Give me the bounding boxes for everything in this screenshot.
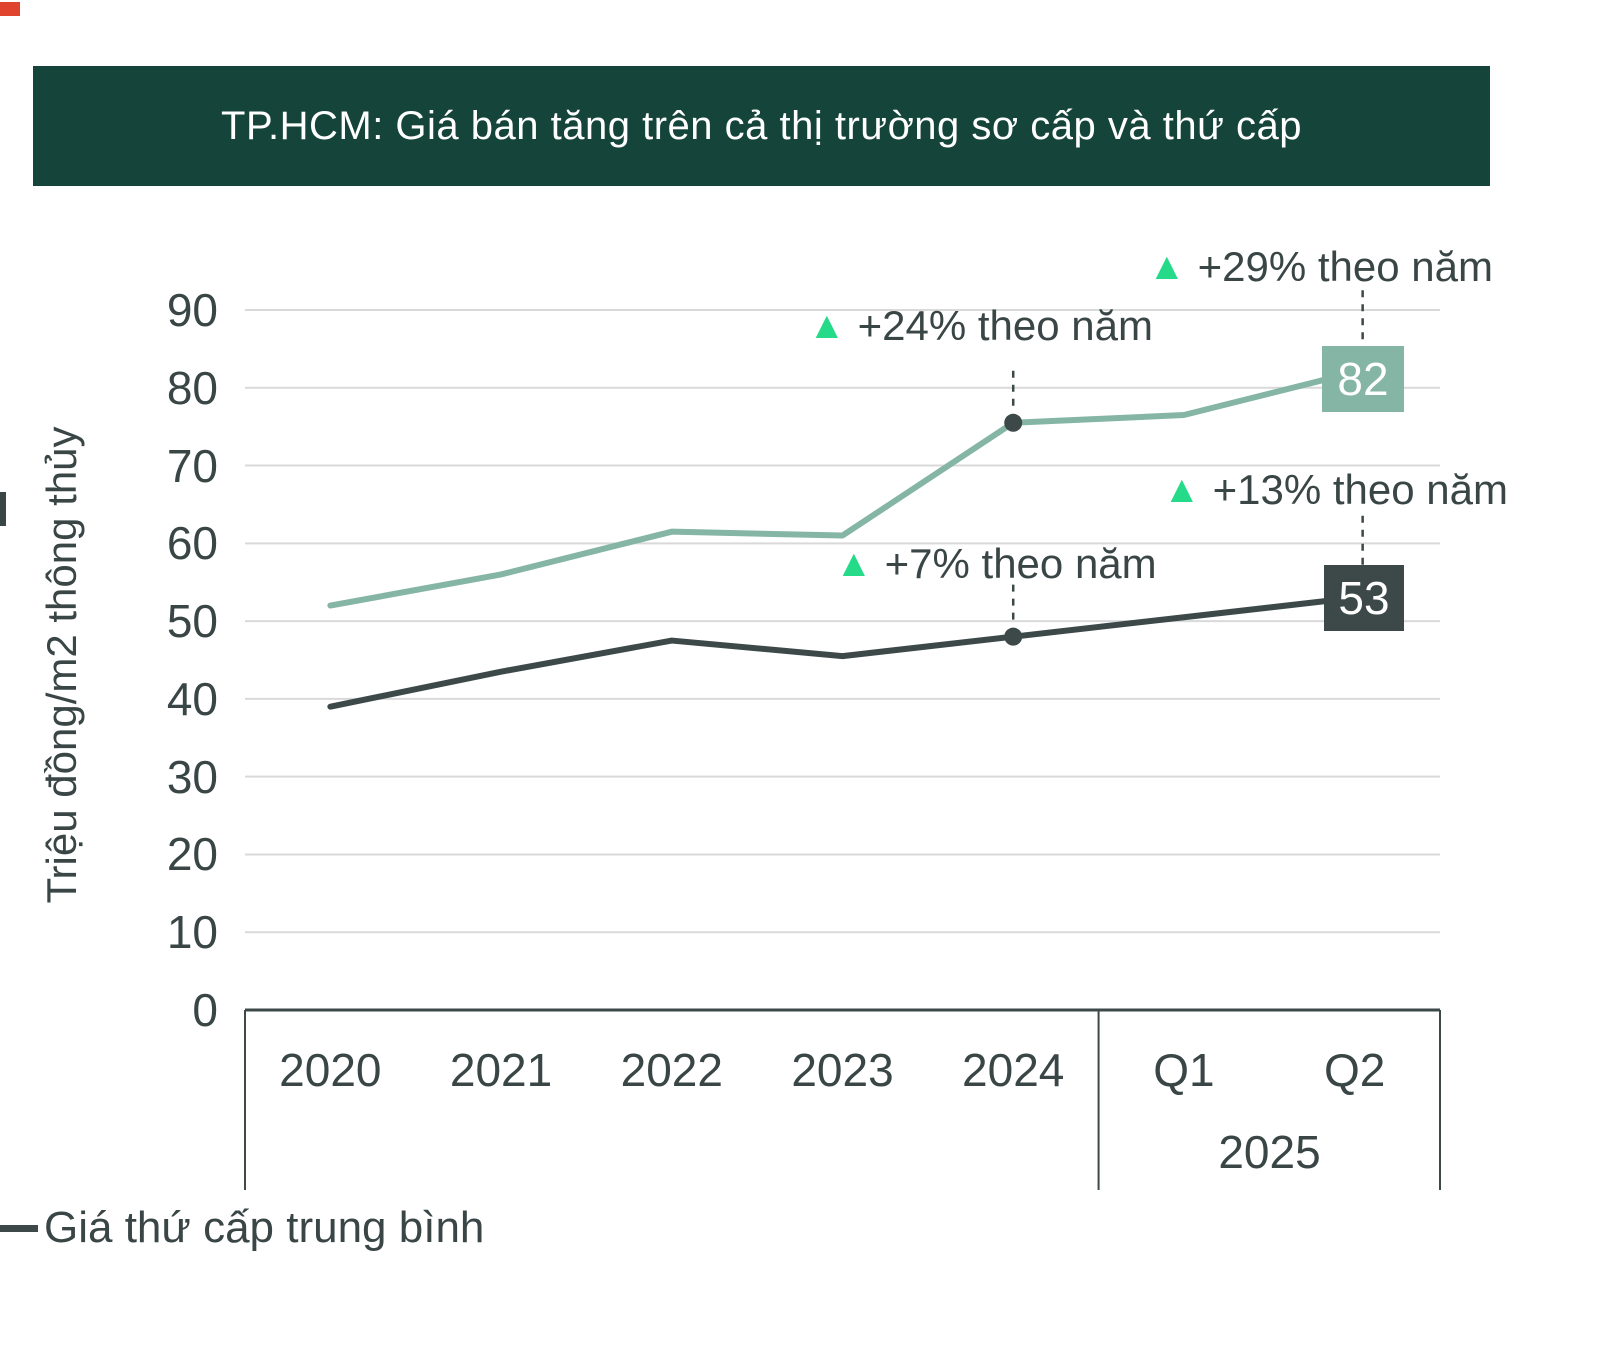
y-tick-label: 40 — [166, 672, 218, 725]
y-tick-label: 80 — [166, 361, 218, 414]
cropped-edge-artifact — [0, 492, 6, 526]
end-value-box-secondary: 53 — [1324, 565, 1404, 631]
annotation-text: +7% theo năm — [884, 540, 1157, 587]
up-triangle-icon: ▲ — [808, 305, 846, 347]
up-triangle-icon: ▲ — [1148, 246, 1186, 288]
end-value-box-primary: 82 — [1322, 346, 1404, 412]
x-axis-group-label: 2025 — [1218, 1126, 1321, 1178]
annotation-primary-q2-2025: ▲ +29% theo năm — [1148, 243, 1493, 291]
y-tick-label: 0 — [192, 984, 218, 1036]
annotation-text: +24% theo năm — [857, 302, 1153, 349]
legend-line-swatch — [0, 1224, 38, 1232]
data-point-dot — [1004, 627, 1023, 646]
x-tick-label: 2023 — [791, 1044, 894, 1096]
annotation-secondary-q2-2025: ▲ +13% theo năm — [1163, 466, 1508, 514]
y-tick-label: 90 — [166, 284, 218, 336]
annotation-secondary-2024: ▲ +7% theo năm — [835, 540, 1157, 588]
annotation-text: +29% theo năm — [1197, 243, 1493, 290]
legend: Giá thứ cấp trung bình — [0, 1198, 484, 1258]
y-tick-label: 70 — [166, 439, 218, 492]
data-point-dot — [1004, 413, 1023, 432]
annotation-text: +13% theo năm — [1212, 466, 1508, 513]
chart-title-banner: TP.HCM: Giá bán tăng trên cả thị trường … — [33, 66, 1490, 186]
annotation-primary-2024: ▲ +24% theo năm — [808, 302, 1153, 350]
cropped-edge-artifact — [0, 2, 20, 16]
series-line-1 — [327, 594, 1358, 710]
y-tick-label: 30 — [166, 750, 218, 803]
y-tick-label: 60 — [166, 517, 218, 570]
legend-label: Giá thứ cấp trung bình — [44, 1203, 485, 1252]
y-tick-label: 50 — [166, 595, 218, 648]
x-tick-label: 2022 — [620, 1044, 723, 1096]
x-tick-label: 2020 — [279, 1044, 382, 1096]
y-tick-label: 10 — [166, 906, 218, 959]
x-tick-label: 2024 — [962, 1044, 1065, 1096]
x-tick-label: 2021 — [449, 1044, 553, 1096]
up-triangle-icon: ▲ — [1163, 469, 1201, 511]
x-tick-label: Q1 — [1153, 1044, 1215, 1096]
series-line-0 — [327, 369, 1358, 609]
chart-title: TP.HCM: Giá bán tăng trên cả thị trường … — [221, 103, 1302, 148]
x-tick-label: Q2 — [1323, 1044, 1386, 1096]
up-triangle-icon: ▲ — [835, 543, 873, 585]
y-tick-label: 20 — [166, 828, 218, 881]
